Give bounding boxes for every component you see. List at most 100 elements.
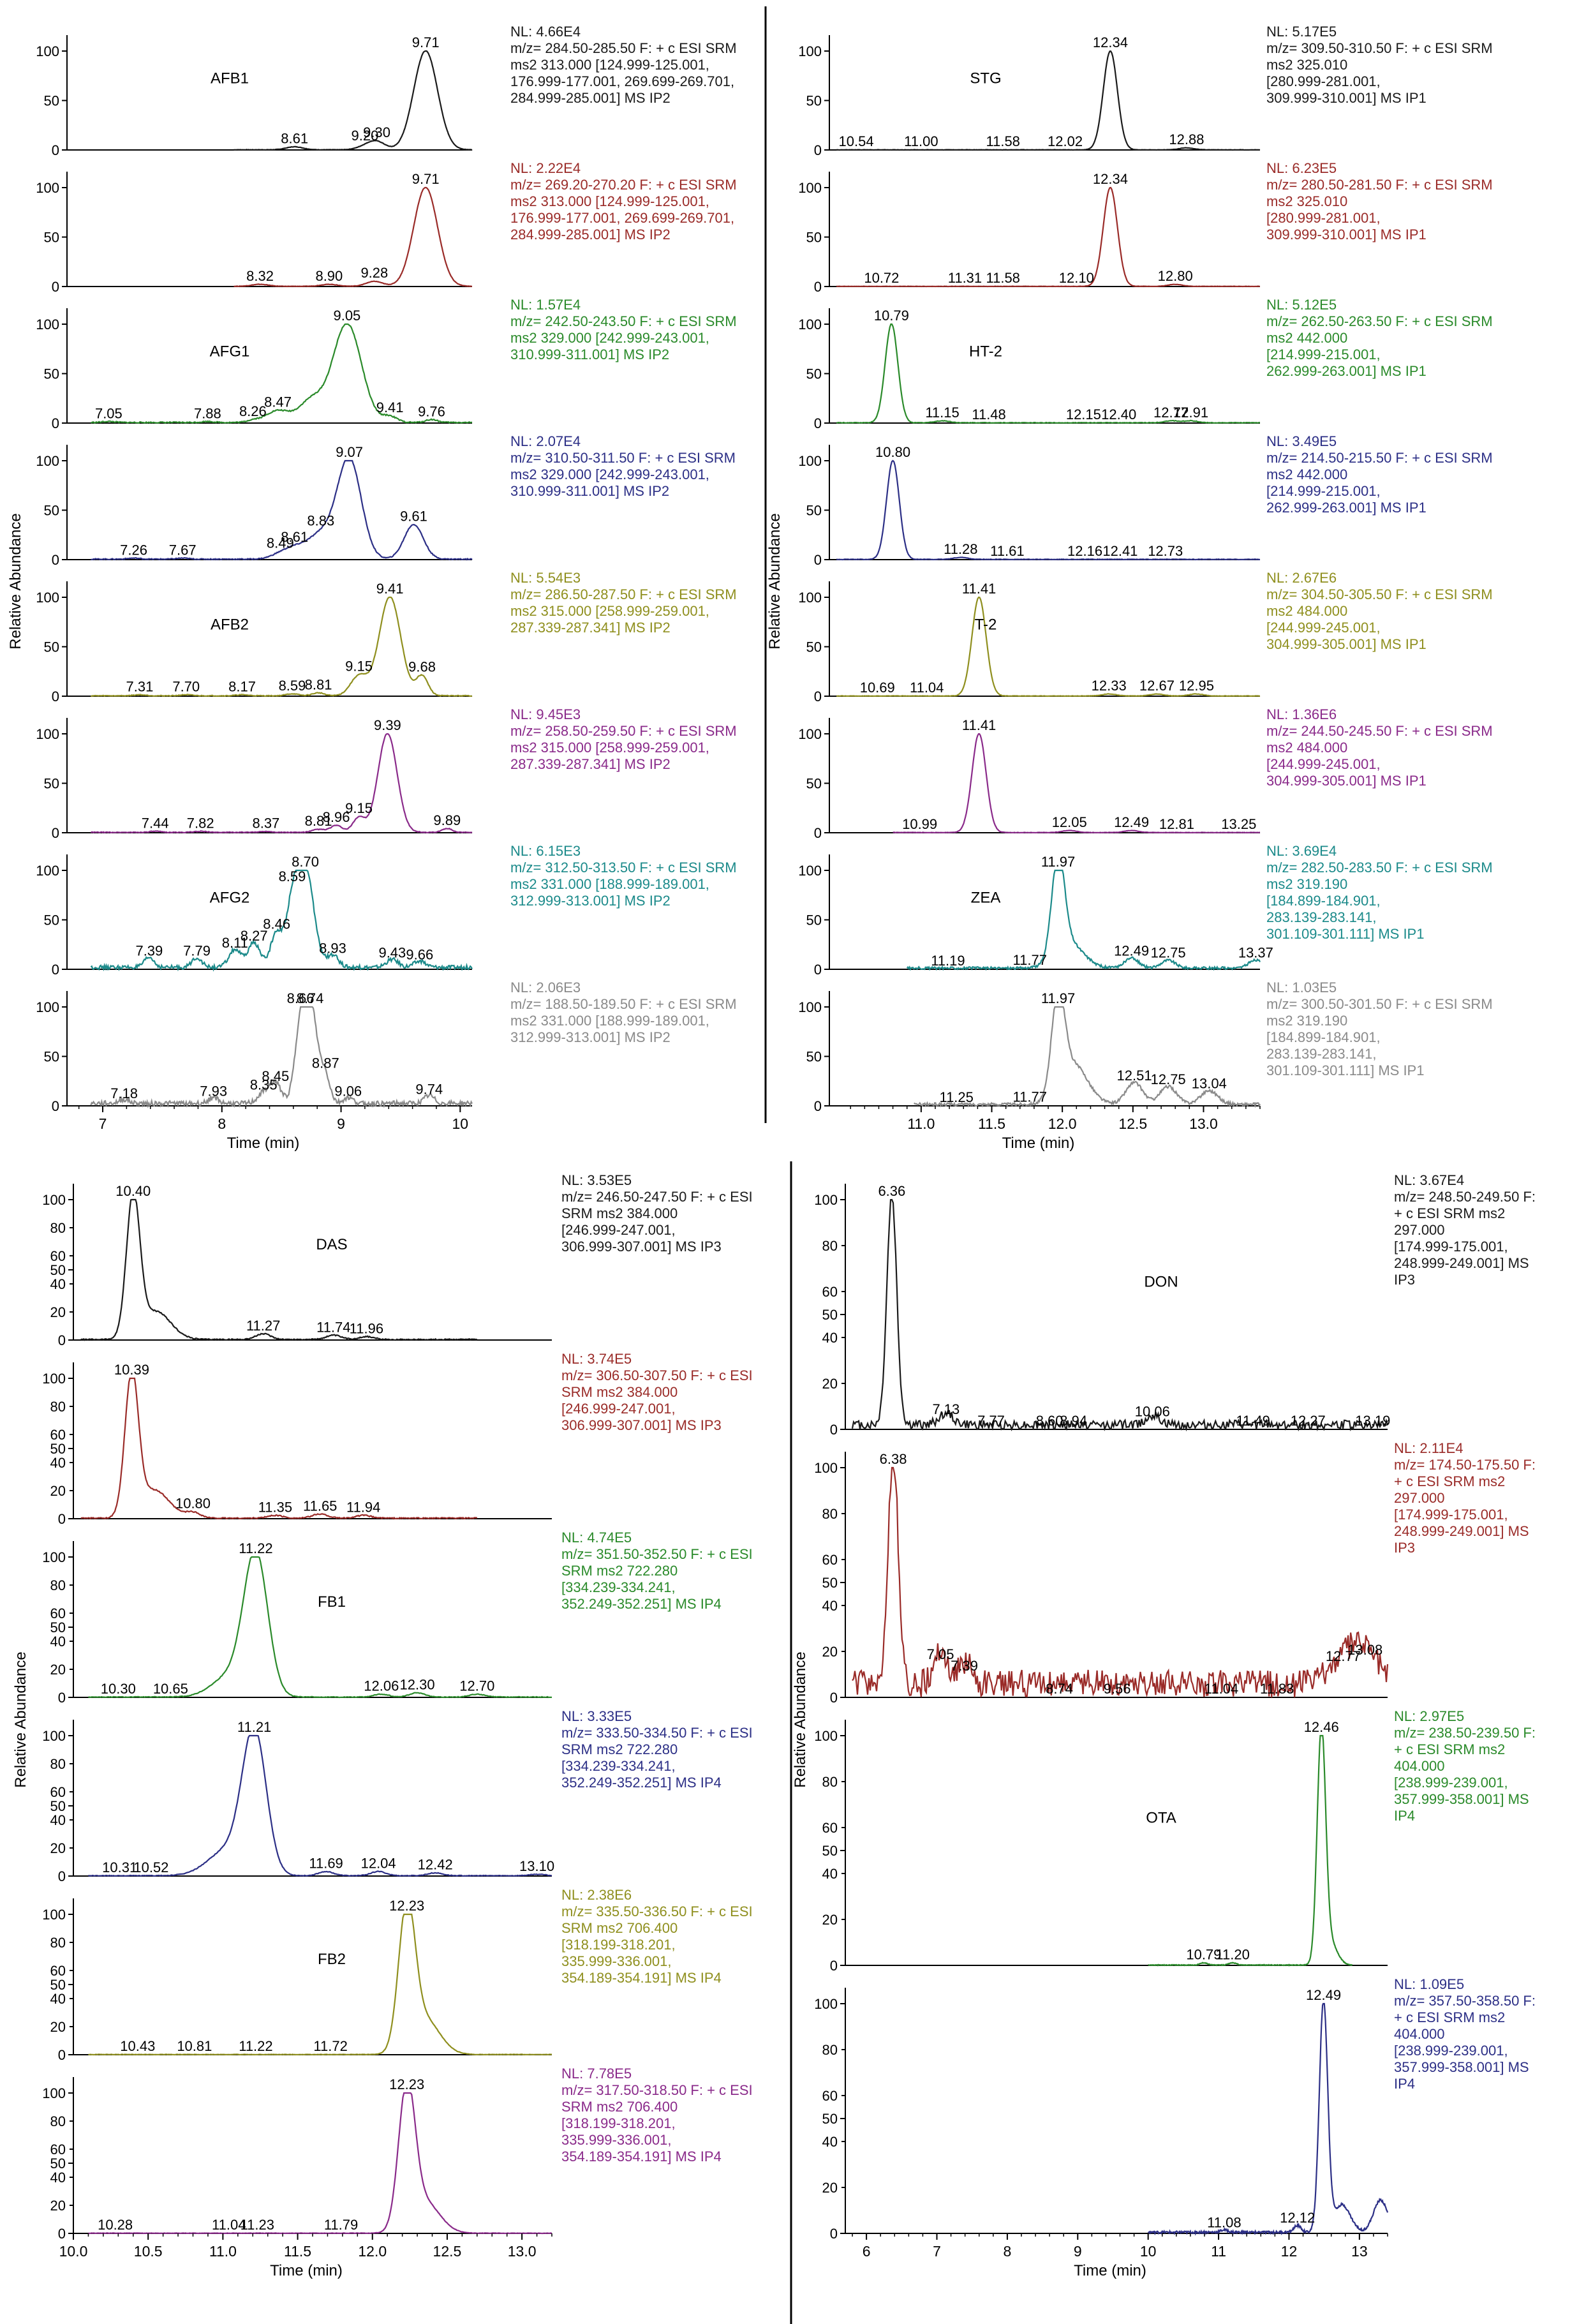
x-tick-label: 7 [99, 1115, 107, 1132]
x-tick-label: 12.0 [358, 2243, 387, 2260]
scan-filter-line: ms2 331.000 [188.999-189.001, [510, 876, 709, 892]
scan-filter-line: 306.999-307.001] MS IP3 [561, 1239, 722, 1255]
trace-panel: 0 50 100 20 40 60 80 12.49 11.08 12.12 NL: 1.09E5m… [814, 1976, 1536, 2242]
compound-name: OTA [1146, 1810, 1176, 1827]
peak-label: 8.81 [305, 813, 332, 829]
y-tick-label: 0 [830, 1422, 838, 1438]
y-tick-label: 40 [50, 1276, 66, 1292]
normalization-level: NL: 2.97E5 [1394, 1708, 1464, 1724]
peak-label: 10.54 [839, 133, 874, 149]
peak-label: 8.26 [239, 403, 267, 419]
y-tick-label: 40 [822, 2134, 838, 2150]
y-tick-label: 100 [42, 1728, 66, 1744]
trace-panel: 0 50 100 9.71 8.61 9.209.30 AFB1 NL: 4.66E4m/z=… [36, 24, 736, 158]
scan-filter-line: m/z= 262.50-263.50 F: + c ESI SRM [1266, 313, 1493, 329]
peak-label: 10.80 [175, 1496, 211, 1512]
y-tick-label: 20 [50, 1483, 66, 1499]
normalization-level: NL: 2.38E6 [561, 1887, 632, 1903]
peak-label: 11.19 [931, 953, 965, 969]
y-tick-label: 0 [814, 552, 822, 568]
peak-label: 8.59 [279, 868, 306, 884]
x-tick-label: 10.0 [59, 2243, 88, 2260]
peak-label: 7.93 [200, 1084, 227, 1099]
x-axis-label: Time (min) [1002, 1135, 1075, 1152]
peak-label: 6.36 [878, 1183, 905, 1199]
peak-label: 11.20 [1215, 1946, 1249, 1962]
x-tick-label: 13.0 [508, 2243, 537, 2260]
y-tick-label: 100 [814, 1996, 838, 2012]
scan-filter-line: 404.000 [1394, 2026, 1445, 2042]
x-tick-label: 12.5 [1118, 1115, 1147, 1132]
peak-label: 12.23 [389, 2076, 424, 2092]
peak-label: 8.46 [263, 916, 290, 932]
trace-panel: 0 50 100 9.41 9.15 9.68 7.31 7.70 8.17 8.598.81 AF… [36, 570, 736, 704]
y-tick-label: 0 [52, 825, 59, 841]
y-tick-label: 50 [806, 366, 822, 382]
scan-filter-line: + c ESI SRM ms2 [1394, 1741, 1505, 1757]
y-tick-label: 50 [822, 1575, 838, 1591]
scan-filter-line: m/z= 310.50-311.50 F: + c ESI SRM [510, 450, 736, 466]
peak-label: 8.61 [281, 130, 308, 146]
compound-name: DON [1144, 1274, 1178, 1291]
normalization-level: NL: 3.53E5 [561, 1172, 632, 1188]
y-tick-label: 0 [814, 142, 822, 158]
peak-label: 12.75 [1151, 945, 1186, 961]
peak-label: 10.80 [875, 444, 910, 460]
scan-filter-line: SRM ms2 706.400 [561, 2099, 678, 2115]
peak-label: 11.79 [324, 2217, 358, 2233]
peak-label: 10.28 [98, 2217, 133, 2233]
peak-label: 13.08 [1347, 1642, 1382, 1658]
trace-panel: 0 50 100 8.748.66 8.87 8.458.35 7.93 7.18 9.06 9.… [36, 980, 736, 1114]
scan-filter-line: m/z= 280.50-281.50 F: + c ESI SRM [1266, 177, 1493, 193]
peak-label: 11.04 [910, 680, 944, 696]
y-tick-label: 50 [50, 1620, 66, 1635]
normalization-level: NL: 6.23E5 [1266, 160, 1337, 176]
y-tick-label: 60 [50, 1248, 66, 1264]
peak-label: 12.41 [1102, 543, 1138, 559]
peak-label: 10.69 [860, 680, 895, 696]
y-tick-label: 50 [806, 230, 822, 246]
compound-name: AFB1 [211, 70, 249, 87]
peak-label: 12.06 [364, 1678, 399, 1694]
peak-label: 11.49 [1236, 1413, 1270, 1429]
scan-filter-line: [318.199-318.201, [561, 2115, 676, 2131]
y-tick-label: 80 [50, 1220, 66, 1236]
y-tick-label: 0 [58, 2047, 66, 2063]
compound-name: AFG2 [210, 890, 250, 907]
scan-filter-line: 309.999-310.001] MS IP1 [1266, 227, 1427, 242]
trace-panel: 0 50 100 9.39 9.158.96 7.44 7.82 8.37 8.81 9.89 NL… [36, 706, 736, 841]
scan-filter-line: [174.999-175.001, [1394, 1239, 1508, 1255]
y-tick-label: 50 [822, 1307, 838, 1323]
chromatogram-trace [90, 733, 473, 834]
x-tick-label: 11 [1211, 2243, 1226, 2260]
peak-label: 10.52 [133, 1859, 168, 1875]
x-tick-label: 12 [1281, 2243, 1298, 2260]
chromatogram-trace [836, 596, 1261, 697]
peak-label: 11.97 [1041, 854, 1075, 870]
peak-label: 10.40 [115, 1183, 151, 1199]
x-tick-label: 13.0 [1189, 1115, 1218, 1132]
y-tick-label: 60 [822, 1284, 838, 1300]
peak-label: 12.51 [1117, 1068, 1152, 1084]
peak-label: 9.07 [336, 444, 363, 460]
peak-label: 9.74 [415, 1082, 443, 1098]
compound-name: T-2 [975, 616, 997, 634]
normalization-level: NL: 4.66E4 [510, 24, 581, 40]
peak-label: 10.43 [120, 2038, 155, 2054]
peak-label: 8.81 [305, 676, 332, 692]
scan-filter-line: 352.249-352.251] MS IP4 [561, 1775, 722, 1791]
y-axis-label: Relative Abundance [766, 513, 783, 650]
peak-label: 10.39 [114, 1362, 149, 1378]
peak-label: 12.02 [1048, 133, 1083, 149]
scan-filter-line: 304.999-305.001] MS IP1 [1266, 773, 1427, 789]
scan-filter-line: m/z= 351.50-352.50 F: + c ESI [561, 1546, 753, 1562]
y-tick-label: 0 [814, 415, 822, 431]
trace-panel: 0 50 100 12.34 10.72 11.31 11.58 12.10 12.80 NL: … [798, 160, 1492, 295]
scan-filter-line: [238.999-239.001, [1394, 1775, 1508, 1791]
peak-label: 11.97 [1041, 990, 1075, 1006]
scan-filter-line: [280.999-281.001, [1266, 73, 1381, 89]
y-tick-label: 0 [52, 279, 59, 295]
normalization-level: NL: 2.06E3 [510, 980, 581, 995]
